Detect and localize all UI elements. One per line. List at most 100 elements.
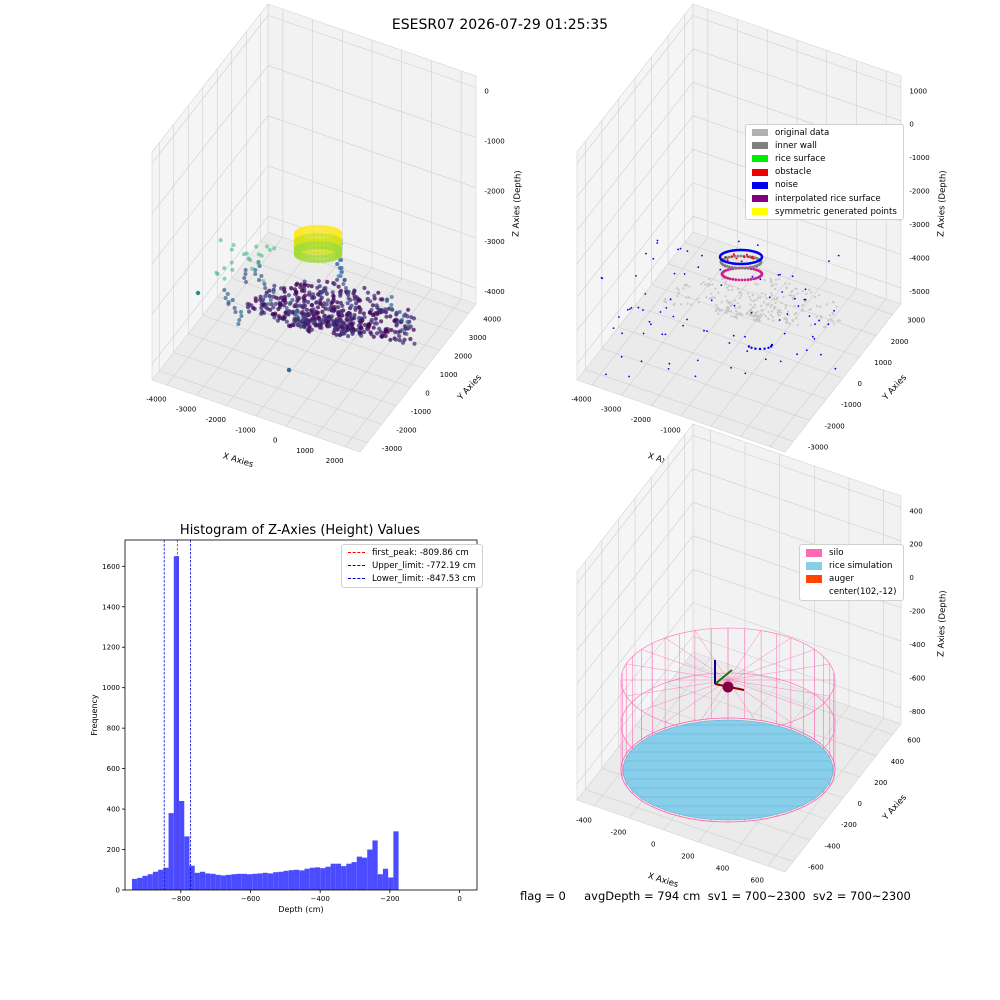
p2-point-original (819, 305, 822, 308)
p4-silo-spoke (727, 663, 830, 681)
p2-point-original (745, 312, 748, 315)
p1-point-ring (311, 244, 317, 250)
p2-point-original (780, 311, 783, 314)
p2-point-interp (724, 269, 728, 272)
p2-point-original (724, 283, 727, 286)
p2-point-obstacle (731, 255, 733, 258)
p2-point-noise (763, 347, 766, 350)
p1-point-ring (311, 232, 317, 238)
p1-point-floor (284, 319, 289, 324)
p1-point-floor (245, 301, 250, 307)
p1-point-floor (293, 319, 298, 324)
p1-point-ring (304, 245, 310, 251)
p2-point-original (738, 297, 741, 300)
histogram-bar (341, 866, 347, 890)
legend-label: original data (775, 127, 830, 138)
p4-ytick-label: 0 (858, 800, 862, 808)
p1-ytick-label: -1000 (411, 408, 431, 416)
p1-grid-z (151, 215, 269, 365)
histogram-bar (147, 874, 153, 890)
p2-point-noise (668, 362, 671, 365)
p2-point-obstacle (752, 257, 755, 260)
p2-point-original (715, 304, 718, 307)
p2-point-noise (645, 252, 647, 255)
p1-grid-x (315, 288, 432, 437)
p2-point-original (727, 285, 730, 288)
p1-point-floor (315, 285, 320, 290)
p2-point-noise (620, 355, 623, 358)
p1-point-floor (405, 314, 410, 319)
histogram-bar (330, 863, 336, 890)
p2-point-noise (659, 311, 662, 313)
p1-point-floor (370, 312, 375, 317)
p2-point-noise (648, 320, 651, 323)
p2-point-original (664, 297, 667, 300)
p2-point-noise (618, 316, 620, 318)
p1-point-floor (349, 322, 354, 327)
p2-point-original (763, 278, 766, 282)
p2-point-original (739, 312, 742, 316)
p2-point-interp (752, 277, 756, 281)
p2-point-innerwall (739, 254, 743, 258)
p1-point-ring (315, 240, 321, 246)
p1-point-ring (323, 250, 328, 255)
p1-point-column (336, 274, 341, 278)
p2-point-innerwall (727, 255, 731, 259)
legend-item: first_peak: -809.86 cm (342, 546, 482, 559)
p1-point-ring (323, 245, 328, 250)
p1-point-floor (302, 324, 307, 330)
p2-point-noise (754, 347, 757, 350)
p1-point-floor (335, 277, 340, 282)
p1-point-floor (357, 305, 362, 310)
p2-point-noise (827, 323, 830, 326)
p2-point-original (704, 283, 707, 286)
p4-xtick-label: 600 (751, 876, 764, 884)
p1-left-pane (151, 3, 269, 381)
p4-silo-spoke (664, 637, 729, 681)
p4-xtick-label: 400 (716, 864, 729, 872)
p2-point-noise (764, 358, 767, 361)
p1-point-ring (304, 237, 310, 243)
legend-swatch (752, 155, 768, 163)
p2-point-noise (612, 327, 615, 329)
p4-grid-z (692, 435, 902, 508)
p1-point-wall (223, 296, 228, 300)
p2-point-original (755, 317, 759, 320)
p2-ztick-label: 0 (909, 121, 913, 129)
p4-grid-z (692, 468, 902, 542)
p2-point-noise (756, 244, 759, 247)
p2-point-original (748, 312, 751, 315)
p2-point-original (791, 319, 794, 322)
p1-point-wall (259, 274, 264, 278)
p1-point-wall (384, 299, 389, 303)
histogram-bar (351, 862, 357, 890)
p2-point-noise (779, 360, 782, 363)
p2-point-original (675, 287, 679, 290)
p2-point-original (760, 304, 763, 307)
p1-point-floor (323, 286, 328, 291)
p2-point-original (707, 284, 710, 288)
p2-point-noise (652, 257, 655, 260)
p1-point-wall (397, 310, 402, 314)
p1-point-ring (315, 244, 321, 250)
p1-point-floor (352, 294, 357, 299)
p2-point-innerwall (736, 254, 740, 258)
p1-point-floor (272, 283, 277, 288)
p1-point-ring (308, 245, 313, 250)
p1-point-floor (361, 311, 366, 316)
p1-point-ring (326, 249, 332, 255)
p2-ztick-label: -1000 (909, 154, 929, 162)
p2-point-noise (642, 309, 644, 311)
status-footer: flag = 0 avgDepth = 794 cm sv1 = 700~230… (520, 889, 911, 903)
p2-point-original (793, 304, 796, 307)
p1-point-floor (375, 310, 380, 315)
p1-point-floor (298, 282, 303, 287)
p1-point-floor (371, 325, 376, 330)
legend-item: rice surface (746, 152, 903, 165)
p4-silo-spoke (727, 679, 792, 723)
p1-point-floor (263, 294, 268, 299)
p1-point-floor (338, 332, 343, 337)
p2-point-obstacle (743, 256, 746, 259)
p1-point-ring (319, 232, 325, 238)
